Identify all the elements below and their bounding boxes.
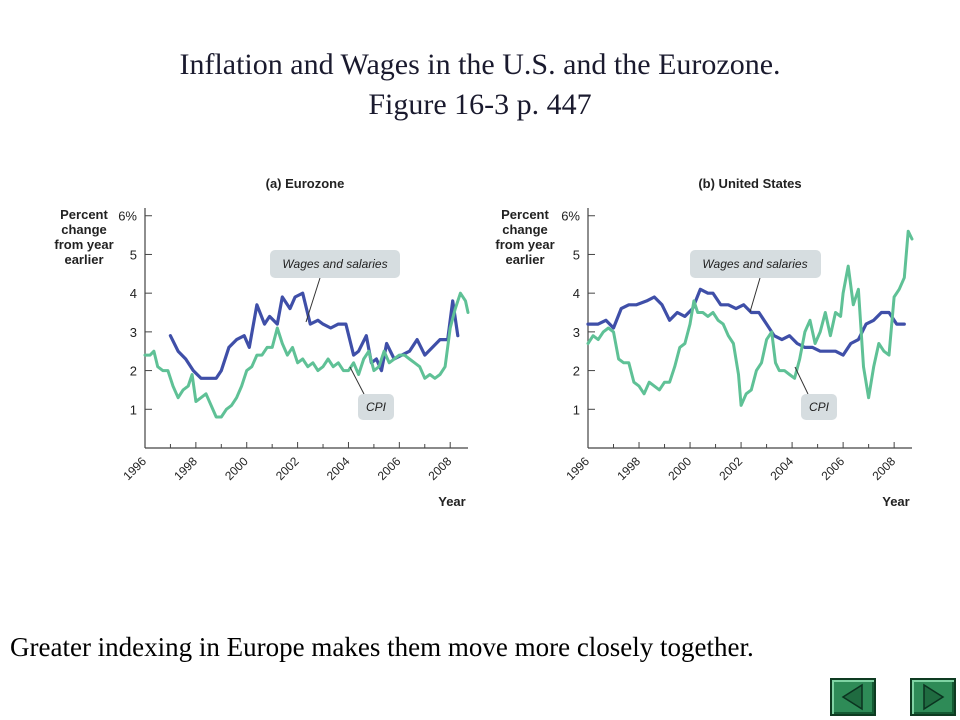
eurozone-x-tick-label: 2000 — [222, 454, 251, 483]
slide-title: Inflation and Wages in the U.S. and the … — [0, 45, 960, 125]
eurozone-cpi-callout-leader — [349, 366, 365, 395]
triangle-left-icon — [841, 683, 863, 711]
eurozone-x-axis-label: Year — [438, 494, 465, 509]
eurozone-y-tick-label: 5 — [130, 247, 137, 262]
united-states-x-tick-label: 2002 — [716, 454, 745, 483]
eurozone-wages-callout-box — [270, 250, 400, 278]
triangle-right-icon — [923, 683, 945, 711]
eurozone-y-tick-label: 3 — [130, 325, 137, 340]
eurozone-cpi-line — [143, 291, 470, 419]
united-states-y-axis-label-line: from year — [495, 237, 554, 252]
united-states-panel-title: (b) United States — [698, 176, 801, 191]
previous-slide-button[interactable] — [830, 678, 876, 716]
united-states-x-tick-label: 2008 — [869, 454, 898, 483]
eurozone-y-tick-label: 6% — [118, 209, 137, 224]
united-states-y-tick-label: 1 — [573, 402, 580, 417]
united-states-cpi-callout-label: CPI — [809, 400, 830, 414]
eurozone-cpi-callout-box — [358, 394, 394, 420]
united-states-y-axis-label-line: Percent — [501, 207, 549, 222]
eurozone-y-tick-label: 2 — [130, 364, 137, 379]
united-states-wages-callout-label: Wages and salaries — [702, 257, 807, 271]
eurozone-x-tick-label: 2008 — [426, 454, 455, 483]
slide-footer-note: Greater indexing in Europe makes them mo… — [10, 632, 754, 662]
eurozone-cpi-callout-label: CPI — [366, 400, 387, 414]
eurozone-x-tick-label: 1998 — [171, 454, 200, 483]
eurozone-wages-callout-label: Wages and salaries — [282, 257, 387, 271]
eurozone-wages-callout-leader — [305, 277, 321, 323]
united-states-y-tick-label: 5 — [573, 247, 580, 262]
eurozone-y-tick-label: 4 — [130, 286, 137, 301]
united-states-x-tick-label: 1996 — [563, 454, 592, 483]
united-states-y-axis-label-line: change — [502, 222, 548, 237]
slide-title-line-2: Figure 16-3 p. 447 — [368, 88, 592, 121]
united-states-y-tick-label: 2 — [573, 364, 580, 379]
eurozone-y-axis-label-line: change — [61, 222, 107, 237]
eurozone-y-axis-label-line: from year — [54, 237, 113, 252]
united-states-wages-callout-leader — [749, 277, 761, 313]
united-states-y-axis-label-line: earlier — [505, 252, 544, 267]
eurozone-wages-line — [168, 291, 460, 380]
united-states-x-tick-label: 2004 — [767, 454, 796, 483]
united-states-x-tick-label: 2006 — [818, 454, 847, 483]
eurozone-panel-title: (a) Eurozone — [266, 176, 345, 191]
eurozone-y-axis-label-line: Percent — [60, 207, 108, 222]
eurozone-x-tick-label: 2004 — [324, 454, 353, 483]
eurozone-y-tick-label: 1 — [130, 402, 137, 417]
united-states-y-tick-label: 6% — [561, 209, 580, 224]
united-states-x-tick-label: 2000 — [665, 454, 694, 483]
eurozone-x-tick-label: 2002 — [273, 454, 302, 483]
united-states-cpi-line — [586, 229, 914, 407]
united-states-cpi-callout-box — [801, 394, 837, 420]
slide-title-line-1: Inflation and Wages in the U.S. and the … — [179, 48, 781, 81]
united-states-y-tick-label: 3 — [573, 325, 580, 340]
next-slide-button[interactable] — [910, 678, 956, 716]
united-states-wages-line — [586, 287, 906, 357]
eurozone-x-tick-label: 2006 — [375, 454, 404, 483]
eurozone-y-axis-label-line: earlier — [64, 252, 103, 267]
united-states-wages-callout-box — [690, 250, 821, 278]
eurozone-x-tick-label: 1996 — [120, 454, 149, 483]
united-states-y-tick-label: 4 — [573, 286, 580, 301]
united-states-cpi-callout-leader — [794, 366, 809, 395]
united-states-x-tick-label: 1998 — [614, 454, 643, 483]
united-states-x-axis-label: Year — [882, 494, 909, 509]
